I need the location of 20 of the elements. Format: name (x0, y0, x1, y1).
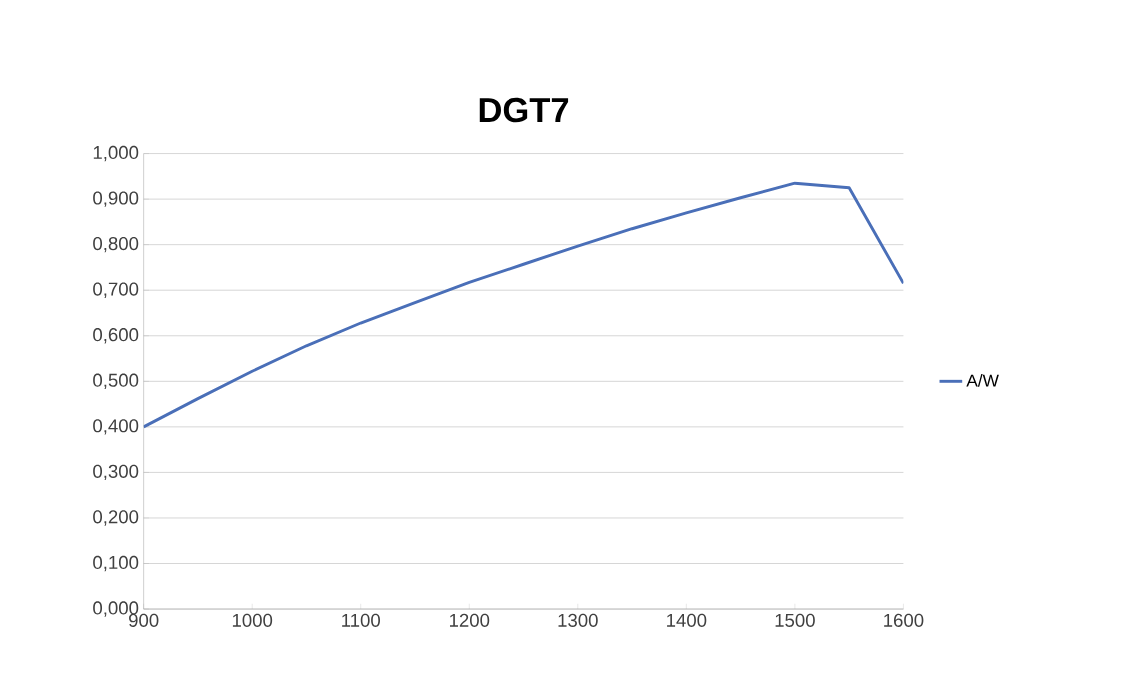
line-series (143, 181, 904, 429)
y-tick-label: 0,100 (93, 555, 139, 572)
y-tick-label: 0,200 (93, 510, 139, 526)
x-tick-label: 1400 (667, 613, 707, 627)
x-tick-label: 1600 (884, 613, 924, 627)
y-tick-label: 0,800 (93, 236, 139, 253)
legend-label: A/W (966, 374, 999, 387)
y-tick-label: 0,300 (93, 464, 139, 481)
y-tick-label: 0,600 (93, 328, 139, 344)
x-tick-label: 1000 (232, 613, 273, 627)
x-tick-label: 1100 (342, 613, 380, 627)
x-tick-label: 1300 (558, 613, 598, 627)
y-tick-label: 0,700 (93, 282, 139, 298)
chart-title: DGT7 (479, 97, 569, 123)
y-tick-label: 0,900 (93, 191, 139, 207)
x-tick-label: 1200 (449, 613, 490, 627)
y-tick-label: 0,500 (93, 373, 139, 389)
y-tick-label: 0,400 (93, 419, 139, 435)
x-tick-label: 1500 (775, 613, 815, 627)
y-tick-label: 1,000 (93, 145, 139, 162)
